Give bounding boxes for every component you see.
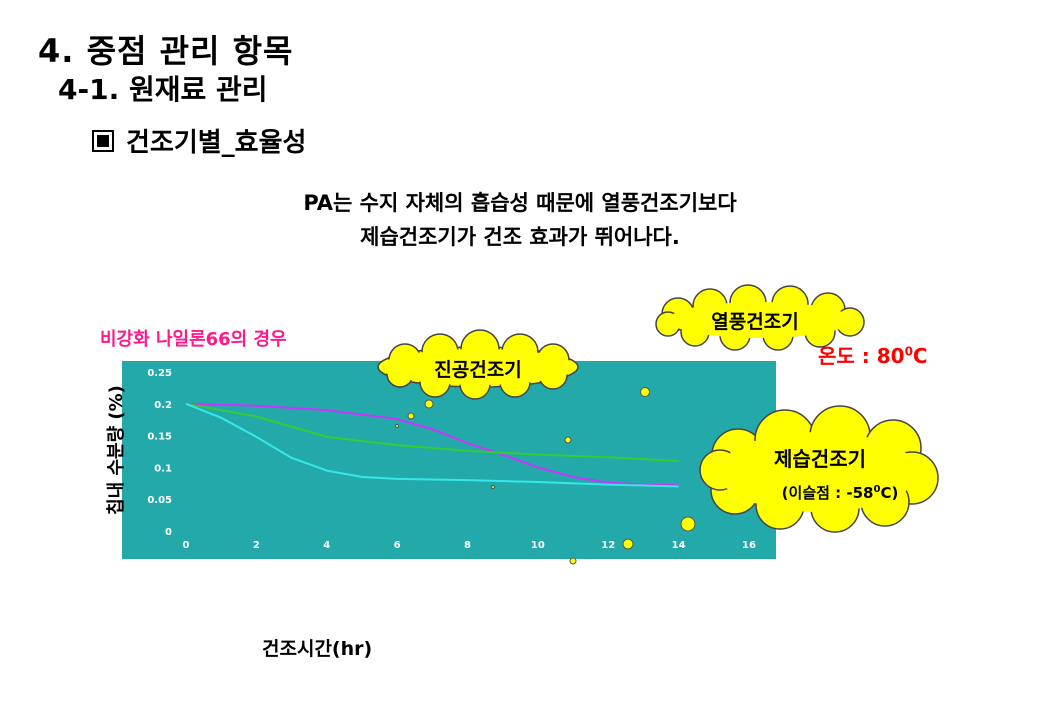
x-tick-label: 8	[464, 540, 471, 551]
page-subtitle: 4-1. 원재료 관리	[58, 73, 268, 106]
cloud-hot-air-label: 열풍건조기	[711, 311, 799, 333]
y-tick-label: 0.25	[147, 368, 172, 379]
dot	[395, 424, 399, 428]
decorative-dots	[395, 387, 696, 565]
temp-value: 온도 : 80	[818, 344, 905, 368]
y-tick-label: 0.05	[147, 495, 172, 506]
x-tick-label: 14	[672, 540, 686, 551]
cloud-dehumid-sub: (이슬점 : -580C)	[745, 482, 935, 503]
cloud-dehumid	[699, 405, 939, 533]
description: PA는 수지 자체의 흡습성 때문에 열풍건조기보다 제습건조기가 건조 효과가…	[120, 186, 920, 254]
description-line-1: PA는 수지 자체의 흡습성 때문에 열풍건조기보다	[303, 191, 737, 215]
temp-unit: C	[912, 344, 928, 368]
dot	[424, 399, 434, 409]
dehumid-sub-prefix: (이슬점 : -58	[781, 484, 874, 502]
y-tick-label: 0.1	[154, 463, 172, 474]
temp-sup: 0	[904, 344, 913, 359]
dot	[564, 436, 572, 444]
section-heading: 건조기별_효율성	[92, 122, 306, 159]
dot	[491, 485, 495, 489]
y-tick-label: 0.15	[147, 432, 172, 443]
x-tick-label: 6	[394, 540, 401, 551]
dot	[569, 557, 577, 565]
square-bullet-icon	[92, 129, 114, 152]
dot	[407, 412, 415, 420]
plot-layer	[185, 402, 679, 488]
series-line-3	[185, 402, 679, 488]
cloud-hot-air	[655, 284, 865, 351]
dehumid-sub-suffix: C)	[880, 484, 899, 502]
cloud-dehumid-label: 제습건조기	[774, 447, 866, 471]
x-axis-label: 건조시간(hr)	[262, 638, 373, 660]
dot	[622, 538, 634, 550]
description-line-2: 제습건조기가 건조 효과가 뛰어나다.	[360, 225, 680, 249]
dehumid-sub-sup: 0	[873, 484, 881, 495]
series-line-1	[185, 402, 679, 487]
x-tick-label: 4	[323, 540, 330, 551]
x-tick-label: 12	[601, 540, 615, 551]
dot	[640, 387, 650, 397]
cloud-vacuum	[377, 329, 579, 400]
series-line-2	[185, 402, 679, 463]
dot	[680, 516, 696, 532]
cloud-vacuum-label: 진공건조기	[434, 359, 522, 381]
x-tick-label: 2	[253, 540, 260, 551]
x-tick-label: 10	[531, 540, 545, 551]
hot-air-temperature: 온도 : 800C	[818, 340, 928, 369]
y-tick-label: 0	[165, 527, 172, 538]
y-axis-label: 칩내 수분량 (%)	[106, 385, 127, 515]
page-title: 4. 중점 관리 항목	[38, 32, 294, 70]
section-heading-text: 건조기별_효율성	[126, 128, 307, 158]
y-tick-label: 0.2	[154, 400, 172, 411]
x-tick-label: 16	[742, 540, 756, 551]
case-label: 비강화 나일론66의 경우	[100, 329, 287, 350]
tick-layer: 0 2 4 6 8 10 12 14 16 0 0.05 0.1 0.15 0.2 0.25	[147, 368, 756, 551]
x-tick-label: 0	[183, 540, 190, 551]
